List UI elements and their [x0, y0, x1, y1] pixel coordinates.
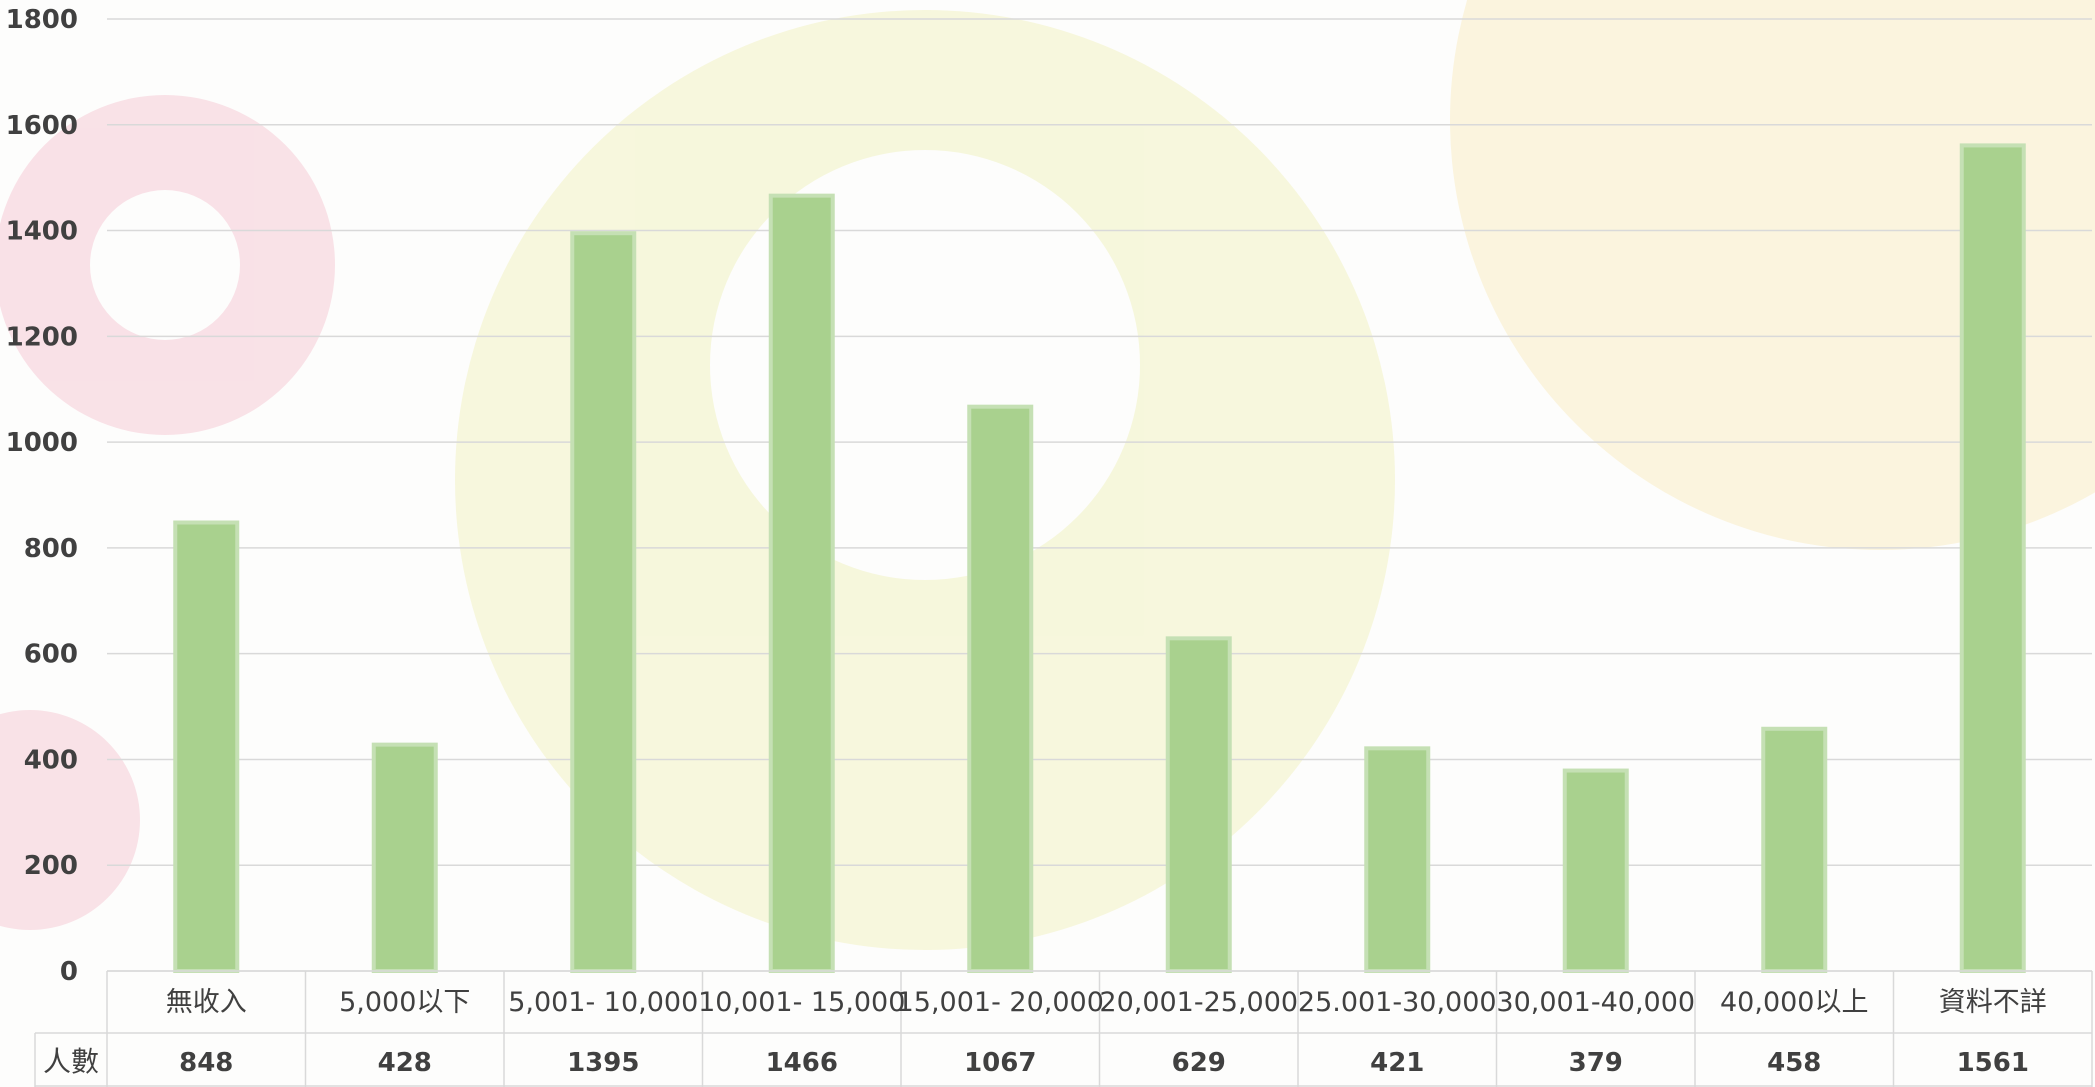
value-label: 1561 — [1957, 1048, 2029, 1078]
bar — [1364, 746, 1431, 973]
value-label: 1067 — [964, 1048, 1036, 1078]
bar — [967, 404, 1034, 974]
value-label: 629 — [1172, 1048, 1226, 1078]
bar — [1562, 768, 1629, 973]
value-label: 421 — [1370, 1048, 1424, 1078]
category-label: 無收入 — [166, 987, 247, 1018]
y-tick-label: 1200 — [6, 322, 78, 352]
data-table: 無收入 5,000以下 5,001- 10,000 10,001- 15,00015,… — [34, 970, 2093, 1087]
category-label: 25.001-30,000 — [1298, 987, 1497, 1018]
y-tick-label: 600 — [24, 640, 78, 670]
value-label: 428 — [378, 1048, 432, 1078]
y-tick-label: 1600 — [6, 111, 78, 141]
bar — [173, 520, 240, 973]
category-label: 5,001- 10,000 — [508, 987, 698, 1018]
category-label: 10,001- 15,000 — [698, 987, 905, 1018]
y-axis: 0 200 400 600 800 1000 1200 1400 1600 1800 — [6, 5, 78, 987]
y-tick-label: 1000 — [6, 428, 78, 458]
category-label: 5,000以下 — [339, 987, 470, 1018]
series-name-label: 人數 — [43, 1045, 99, 1078]
value-label: 1466 — [766, 1048, 838, 1078]
category-label: 15,001- 20,000 — [897, 987, 1104, 1018]
value-label: 1395 — [567, 1048, 639, 1078]
bar — [1165, 636, 1232, 974]
y-tick-label: 400 — [24, 745, 78, 775]
value-label: 379 — [1569, 1048, 1623, 1078]
bar — [1761, 726, 1828, 973]
category-label: 40,000以上 — [1720, 987, 1868, 1018]
bar — [1959, 143, 2026, 974]
category-label: 30,001-40,000 — [1496, 987, 1695, 1018]
value-label: 848 — [179, 1048, 233, 1078]
y-tick-label: 1800 — [6, 5, 78, 35]
y-tick-label: 200 — [24, 851, 78, 881]
bar — [570, 231, 637, 973]
y-tick-label: 1400 — [6, 217, 78, 247]
y-tick-label: 800 — [24, 534, 78, 564]
value-label: 458 — [1767, 1048, 1821, 1078]
category-label: 20,001-25,000 — [1099, 987, 1298, 1018]
bar — [371, 742, 438, 973]
category-label: 資料不詳 — [1939, 987, 2047, 1018]
bars — [173, 143, 2026, 974]
bar — [768, 193, 835, 974]
y-tick-label: 0 — [60, 957, 78, 987]
